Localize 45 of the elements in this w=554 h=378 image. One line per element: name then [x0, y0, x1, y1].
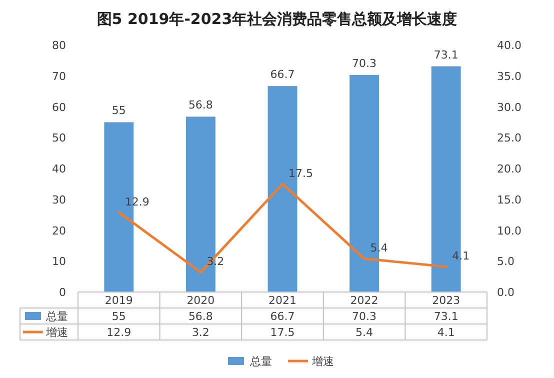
y2-tick-label: 35.0: [497, 70, 522, 83]
x-tick-label: 2022: [350, 294, 378, 307]
line-series: [118, 182, 448, 274]
y2-tick-label: 0.0: [497, 286, 514, 299]
text: 66.7: [270, 68, 295, 82]
chart-title: 图5 2019年-2023年社会消费品零售总额及增长速度: [96, 10, 458, 28]
data-label: 70.3: [352, 310, 377, 323]
y-tick-label: 0: [59, 286, 66, 299]
y2-tick-label: 10.0: [497, 224, 522, 238]
y-tick-label: 50: [52, 132, 66, 145]
data-label: 73.1: [434, 310, 458, 323]
text: 增速: [312, 355, 334, 368]
text: 55: [112, 104, 126, 118]
y2-tick-label: 40.0: [497, 39, 522, 52]
text: 70.3: [352, 56, 377, 70]
y-tick-label: 20: [52, 224, 66, 238]
data-label: 12.9: [106, 326, 132, 339]
y2-tick-label: 20.0: [497, 162, 522, 176]
legend-label: 增速: [45, 326, 68, 339]
x-tick-label: 2020: [186, 294, 215, 307]
text: 3.2: [206, 255, 224, 268]
y2-tick-label: 15.0: [497, 193, 522, 206]
y2-tick-label: 25.0: [497, 132, 522, 145]
data-label: 3.2: [192, 326, 210, 339]
data-label: 17.5: [270, 326, 295, 339]
data-label: 56.8: [188, 310, 213, 323]
y2-tick-label: 5.0: [497, 255, 514, 268]
x-tick-label: 2021: [268, 294, 296, 307]
legend-label: 总量: [45, 310, 68, 323]
data-label: 55: [112, 310, 126, 323]
x-tick-label: 2019: [104, 294, 133, 307]
data-label: 4.1: [437, 326, 455, 339]
y-tick-label: 30: [52, 193, 66, 206]
y-tick-label: 40: [52, 162, 66, 176]
y2-tick-label: 30.0: [497, 100, 522, 114]
text: 73.1: [434, 48, 458, 62]
text: 56.8: [188, 98, 213, 112]
y-tick-label: 80: [52, 39, 66, 52]
data-label: 5.4: [356, 326, 374, 339]
y-tick-label: 60: [52, 100, 66, 114]
x-tick-label: 2023: [432, 294, 460, 307]
data-label: 66.7: [270, 310, 295, 323]
text: 总量: [250, 355, 272, 368]
y-tick-label: 10: [52, 255, 66, 268]
y-tick-label: 70: [52, 70, 66, 83]
